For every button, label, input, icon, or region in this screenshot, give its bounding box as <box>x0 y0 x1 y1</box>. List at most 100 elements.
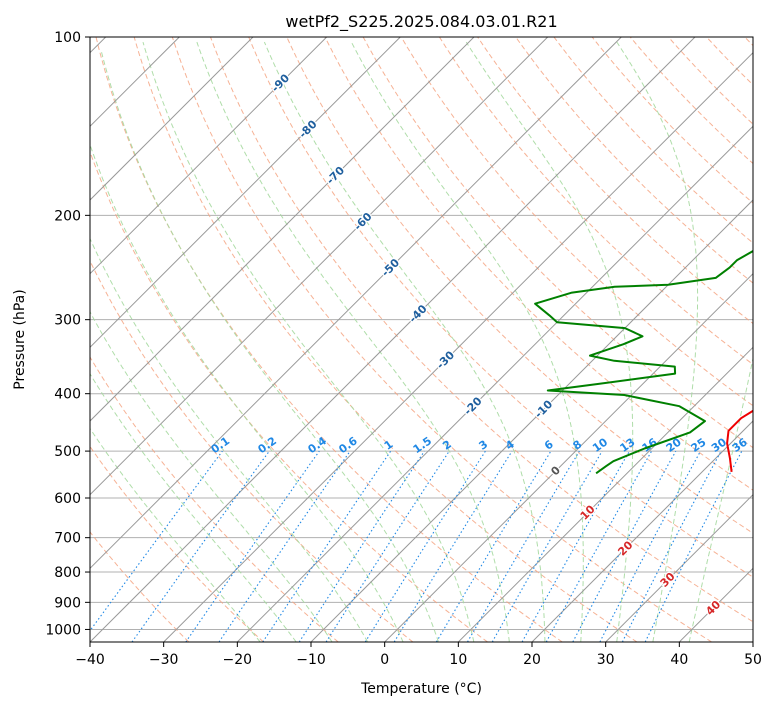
mixing-ratio-line <box>131 450 270 642</box>
dry-adiabat <box>324 37 753 491</box>
mixing-ratio-label: 0.1 <box>209 434 232 456</box>
dry-adiabat <box>438 37 753 366</box>
isotherm-line <box>678 567 753 642</box>
moist-adiabat <box>90 427 261 642</box>
y-tick-label: 700 <box>54 531 81 547</box>
temperature-profile-line <box>726 409 753 473</box>
mixing-ratio-line <box>185 450 320 642</box>
x-tick-label: 30 <box>597 652 615 668</box>
isotherm-line <box>605 493 753 642</box>
mixing-ratio-label: 10 <box>590 435 610 455</box>
mixing-ratio-line <box>599 450 701 642</box>
dry-adiabat <box>90 445 264 642</box>
x-axis-ticks: −40 −30 −20 −10 0 10 20 30 40 50 <box>75 642 762 668</box>
dry-adiabat <box>591 37 753 204</box>
chart-title: wetPf2_S225.2025.084.03.01.R21 <box>285 12 557 32</box>
x-tick-label: 10 <box>449 652 467 668</box>
mixing-ratio-line <box>521 450 630 642</box>
mixing-ratio-line <box>572 450 677 642</box>
mixing-ratio-line <box>90 450 223 632</box>
dry-adiabat <box>362 37 753 449</box>
mixing-ratio-label: 0.4 <box>306 434 330 456</box>
moist-adiabat <box>90 143 404 642</box>
moist-adiabat <box>100 49 439 642</box>
dry-adiabat <box>744 37 753 47</box>
isotherm-line <box>457 346 753 642</box>
mixing-ratio-label: 3 <box>477 438 491 453</box>
x-tick-label: 20 <box>523 652 541 668</box>
y-tick-label: 400 <box>54 387 81 403</box>
mixing-ratio-line <box>621 450 722 642</box>
isotherm-line <box>163 51 753 642</box>
isotherm-line <box>90 37 328 275</box>
moist-adiabat <box>350 41 584 642</box>
mixing-ratio-line <box>467 450 580 642</box>
moist-adiabat <box>263 41 546 642</box>
dry-adiabat <box>400 37 753 407</box>
mixing-ratio-line <box>218 450 351 642</box>
moist-adiabat <box>90 372 297 642</box>
isotherm-line <box>310 199 753 642</box>
x-tick-label: 40 <box>670 652 688 668</box>
y-tick-label: 200 <box>54 208 81 224</box>
moist-adiabat <box>616 41 699 642</box>
moist-adiabat <box>196 41 510 642</box>
isotherm-line <box>90 37 254 201</box>
mixing-ratio-line <box>491 450 603 642</box>
y-tick-label: 600 <box>54 491 81 507</box>
x-tick-label: −30 <box>149 652 179 668</box>
dry-adiabat <box>706 37 753 86</box>
dry-adiabat <box>133 37 638 642</box>
isotherm-line <box>90 37 475 422</box>
plot-area: 0.1 0.2 0.4 0.6 1 1.5 2 3 4 6 8 10 13 16 20 25 30 36-90-8… <box>89 36 754 643</box>
mixing-ratio-label: 8 <box>571 438 585 453</box>
isotherm-line <box>90 37 549 496</box>
dry-adiabat <box>248 37 753 578</box>
y-axis-label: Pressure (hPa) <box>12 289 28 389</box>
mixing-ratio-label: 0.6 <box>336 434 360 456</box>
dry-adiabat <box>553 37 753 244</box>
mixing-ratio-label: 25 <box>688 436 708 455</box>
mixing-ratio-line <box>364 450 486 642</box>
dry-adiabat <box>668 37 753 125</box>
y-axis-ticks: 100 200 300 400 500 600 700 800 900 1000 <box>45 30 90 638</box>
moist-adiabat <box>90 237 369 642</box>
y-tick-label: 1000 <box>45 622 81 638</box>
isotherm-line <box>752 641 753 642</box>
dry-adiabat <box>515 37 753 284</box>
moist-adiabat <box>688 356 753 642</box>
dry-adiabat <box>95 37 563 642</box>
y-tick-label: 900 <box>54 595 81 611</box>
dry-adiabat <box>477 37 753 325</box>
y-tick-label: 100 <box>54 30 81 46</box>
x-tick-label: 0 <box>380 652 389 668</box>
y-tick-label: 800 <box>54 565 81 581</box>
dry-adiabat <box>171 37 712 642</box>
mixing-ratio-label: 1.5 <box>411 434 434 456</box>
mixing-ratio-label: 1 <box>382 438 396 453</box>
mixing-ratio-line <box>262 450 392 642</box>
isotherm-line <box>236 125 753 642</box>
mixing-ratio-label: 2 <box>440 438 454 453</box>
mixing-ratio-line <box>393 450 513 642</box>
moist-adiabat <box>142 41 475 642</box>
dry-adiabat <box>286 37 753 534</box>
mixing-ratio-label: 30 <box>709 435 729 455</box>
x-axis-label: Temperature (°C) <box>360 681 482 697</box>
mixing-ratio-line <box>325 450 450 642</box>
isotherm-line <box>90 37 401 349</box>
y-tick-label: 300 <box>54 313 81 329</box>
isotherm-line <box>531 420 753 642</box>
mixing-ratio-label: 6 <box>542 438 556 453</box>
dry-adiabat <box>90 531 190 642</box>
plot-frame <box>89 36 754 643</box>
dry-adiabat <box>90 150 488 642</box>
isotherm-line <box>384 272 753 642</box>
dewpoint-profile-line <box>534 249 753 475</box>
isotherm-line <box>90 37 696 642</box>
isotherm-line <box>90 37 622 570</box>
dry-adiabat <box>90 259 414 642</box>
x-tick-label: −20 <box>223 652 253 668</box>
y-tick-label: 500 <box>54 444 81 460</box>
